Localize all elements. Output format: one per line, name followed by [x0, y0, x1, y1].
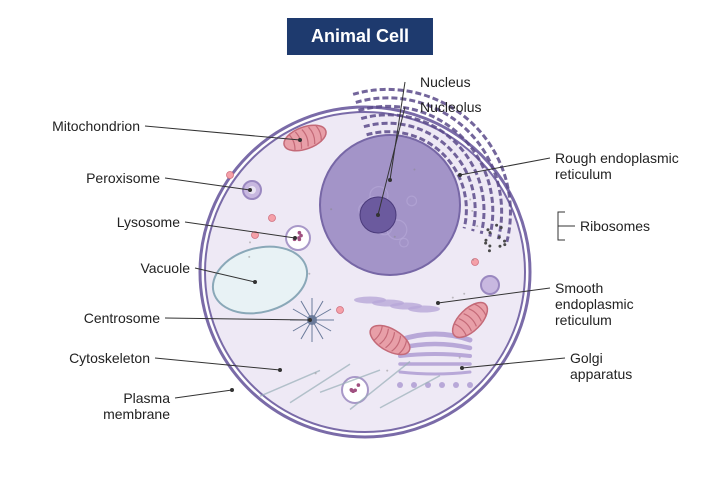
- label-mitochondrion: Mitochondrion: [30, 118, 140, 134]
- label-vacuole: Vacuole: [80, 260, 190, 276]
- label-lysosome: Lysosome: [70, 214, 180, 230]
- label-peroxisome: Peroxisome: [50, 170, 160, 186]
- label-plasma_membrane: Plasmamembrane: [60, 390, 170, 422]
- diagram-title: Animal Cell: [287, 18, 433, 55]
- label-nucleus: Nucleus: [420, 74, 471, 90]
- label-nucleolus: Nucleolus: [420, 99, 481, 115]
- label-ribosomes: Ribosomes: [580, 218, 650, 234]
- label-centrosome: Centrosome: [50, 310, 160, 326]
- label-cytoskeleton: Cytoskeleton: [40, 350, 150, 366]
- label-ser: Smoothendoplasmicreticulum: [555, 280, 634, 328]
- cell-diagram: [0, 0, 720, 504]
- label-golgi: Golgiapparatus: [570, 350, 632, 382]
- label-rer: Rough endoplasmicreticulum: [555, 150, 679, 182]
